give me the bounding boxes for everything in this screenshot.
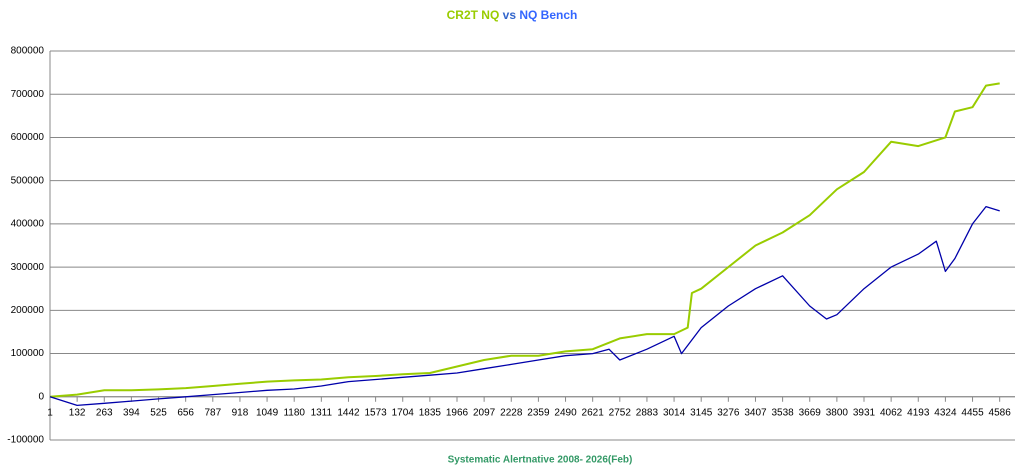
y-tick-label: 300000: [11, 262, 45, 273]
x-tick-label: 1180: [283, 407, 305, 418]
x-tick-label: 3276: [717, 407, 740, 418]
chart-title: CR2T NQ vs NQ Bench: [447, 8, 578, 22]
x-tick-label: 3931: [853, 407, 876, 418]
x-tick-label: 525: [150, 407, 167, 418]
x-tick-label: 132: [69, 407, 86, 418]
y-tick-label: -100000: [7, 435, 44, 446]
y-tick-label: 0: [38, 391, 44, 402]
y-tick-label: 200000: [11, 305, 45, 316]
x-tick-label: 263: [96, 407, 113, 418]
x-tick-label: 787: [204, 407, 221, 418]
y-tick-label: 800000: [11, 46, 45, 57]
x-tick-label: 656: [177, 407, 194, 418]
x-tick-label: 918: [232, 407, 249, 418]
x-tick-label: 1573: [364, 407, 387, 418]
x-tick-label: 3669: [799, 407, 822, 418]
x-tick-label: 2621: [582, 407, 605, 418]
x-tick-label: 1704: [392, 407, 415, 418]
y-tick-label: 500000: [11, 175, 45, 186]
y-tick-label: 400000: [11, 219, 45, 230]
series-line: [49, 205, 1000, 407]
title-connector: vs: [503, 8, 517, 22]
x-tick-label: 4324: [934, 407, 957, 418]
x-tick-label: 1442: [337, 407, 360, 418]
x-tick-label: 3145: [690, 407, 713, 418]
x-tick-label: 2752: [609, 407, 632, 418]
x-tick-label: 2359: [527, 407, 550, 418]
x-tick-label: 4455: [961, 407, 984, 418]
y-tick-label: 100000: [11, 348, 45, 359]
x-tick-label: 2097: [473, 407, 496, 418]
y-tick-label: 600000: [11, 132, 45, 143]
x-tick-label: 1049: [256, 407, 279, 418]
x-tick-label: 1835: [419, 407, 442, 418]
x-tick-label: 2490: [554, 407, 577, 418]
x-tick-label: 2883: [636, 407, 659, 418]
x-tick-label: 3407: [744, 407, 767, 418]
x-tick-label: 1: [47, 407, 53, 418]
x-tick-label: 4193: [907, 407, 930, 418]
series-line: [49, 82, 1000, 398]
title-series-a: CR2T NQ: [447, 8, 500, 22]
x-tick-label: 3014: [663, 407, 686, 418]
y-tick-label: 700000: [11, 89, 45, 100]
x-tick-label: 1966: [446, 407, 469, 418]
x-tick-label: 4586: [989, 407, 1012, 418]
x-tick-label: 394: [123, 407, 140, 418]
title-series-b: NQ Bench: [519, 8, 577, 22]
x-tick-label: 1311: [311, 407, 333, 418]
x-tick-label: 2228: [500, 407, 523, 418]
x-tick-label: 3538: [771, 407, 794, 418]
x-tick-label: 4062: [880, 407, 903, 418]
x-axis-label: Systematic Alertnative 2008- 2026(Feb): [448, 455, 633, 466]
x-tick-label: 3800: [826, 407, 849, 418]
